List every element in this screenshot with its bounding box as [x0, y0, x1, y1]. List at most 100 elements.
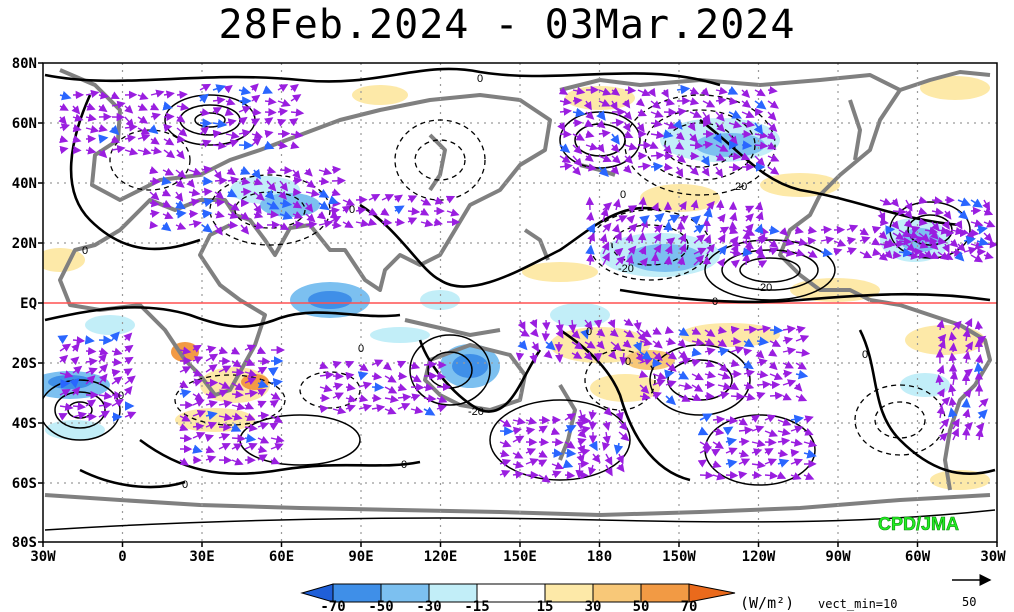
wind-vector: [355, 219, 370, 228]
wind-vector: [572, 96, 583, 106]
wind-vector: [638, 370, 649, 379]
wind-vector: [240, 224, 250, 235]
wind-vector: [711, 448, 721, 457]
wind-vector: [790, 414, 804, 425]
wind-vector: [689, 133, 698, 143]
wind-vector: [742, 252, 751, 266]
wind-vector: [664, 369, 675, 379]
wind-vector: [625, 232, 634, 244]
wind-vector: [160, 221, 172, 232]
wind-vector: [949, 370, 959, 386]
wind-vector: [201, 187, 213, 197]
contour-label: 0: [620, 189, 626, 201]
wind-vector: [725, 416, 739, 425]
wind-vector: [445, 195, 456, 204]
wind-vector: [150, 136, 160, 145]
wind-vector: [678, 201, 687, 211]
wind-vector: [199, 126, 210, 135]
wind-vector: [253, 177, 264, 186]
wind-vector: [517, 339, 528, 351]
wind-vector: [715, 111, 725, 122]
wind-vector: [712, 460, 722, 469]
wind-vector: [331, 165, 342, 175]
wind-vector: [585, 130, 595, 139]
wind-vector: [690, 215, 701, 226]
wind-vector: [205, 364, 218, 373]
wind-vector: [59, 379, 71, 389]
wind-vector: [766, 131, 777, 140]
wind-vector: [244, 442, 258, 451]
wind-vector: [319, 371, 335, 380]
wind-vector: [653, 232, 662, 244]
wind-vector: [623, 110, 633, 121]
wind-vector: [738, 426, 754, 435]
wind-vector: [407, 195, 418, 203]
wind-vector: [846, 236, 857, 245]
wind-vector: [572, 144, 583, 155]
wind-vector: [332, 360, 342, 369]
wind-vector: [689, 97, 700, 106]
wind-vector: [702, 99, 716, 108]
wind-vector: [598, 87, 612, 96]
wind-vector: [768, 361, 778, 371]
wind-vector: [664, 326, 675, 335]
contour-label: -20: [468, 406, 484, 418]
lon-label: 30W: [980, 549, 1006, 565]
wind-vector: [639, 384, 650, 394]
wind-vector: [664, 244, 673, 255]
wind-vector: [238, 106, 252, 114]
wind-vector: [957, 209, 969, 220]
wind-vector: [85, 367, 98, 376]
wind-vector: [332, 382, 344, 391]
wind-vector: [423, 383, 434, 392]
wind-vector: [742, 247, 753, 257]
wind-vector: [665, 337, 677, 346]
wind-vector: [525, 416, 538, 425]
wind-vector: [358, 394, 369, 403]
wind-vector: [751, 460, 766, 469]
wind-vector: [419, 207, 430, 216]
wind-vector: [764, 471, 779, 480]
wind-vector: [277, 98, 291, 107]
wind-vector: [201, 176, 213, 186]
wind-vector: [970, 228, 980, 238]
lat-label: 80N: [12, 56, 37, 72]
wind-vector: [358, 403, 373, 412]
wind-vector: [767, 166, 780, 175]
wind-vector: [794, 248, 806, 257]
wind-vector: [319, 384, 333, 393]
wind-vector: [769, 372, 784, 381]
wind-vector: [192, 378, 203, 387]
wind-vector: [956, 242, 966, 252]
wind-vector: [205, 445, 215, 454]
wind-vector: [777, 437, 791, 446]
wind-vector: [188, 198, 201, 207]
wind-vector: [212, 107, 223, 115]
wind-vector: [176, 134, 186, 144]
wind-vector: [795, 369, 809, 380]
wind-vector: [244, 369, 258, 378]
wind-vector: [878, 252, 888, 261]
wind-vector: [717, 326, 728, 335]
colorbar-unit: (W/m²): [740, 594, 794, 612]
wind-vector: [803, 449, 817, 459]
wind-vector: [677, 256, 686, 266]
wind-vector: [499, 469, 511, 478]
wind-vector: [790, 438, 803, 447]
wind-vector: [341, 205, 352, 214]
wind-vector: [954, 220, 963, 230]
wind-vector: [227, 211, 239, 219]
wind-vector: [410, 406, 424, 415]
wind-vector: [930, 251, 940, 259]
wind-vector: [499, 449, 510, 458]
wind-vector: [231, 382, 244, 391]
wind-vector: [719, 226, 730, 235]
wind-vector: [962, 350, 971, 364]
wind-vector: [744, 205, 755, 214]
wind-vector: [162, 211, 174, 220]
wind-vector: [903, 209, 913, 219]
wind-vector: [725, 458, 738, 469]
wind-vector: [571, 351, 583, 359]
wind-vector: [898, 237, 913, 246]
vector-min-label: vect_min=10: [818, 597, 897, 611]
